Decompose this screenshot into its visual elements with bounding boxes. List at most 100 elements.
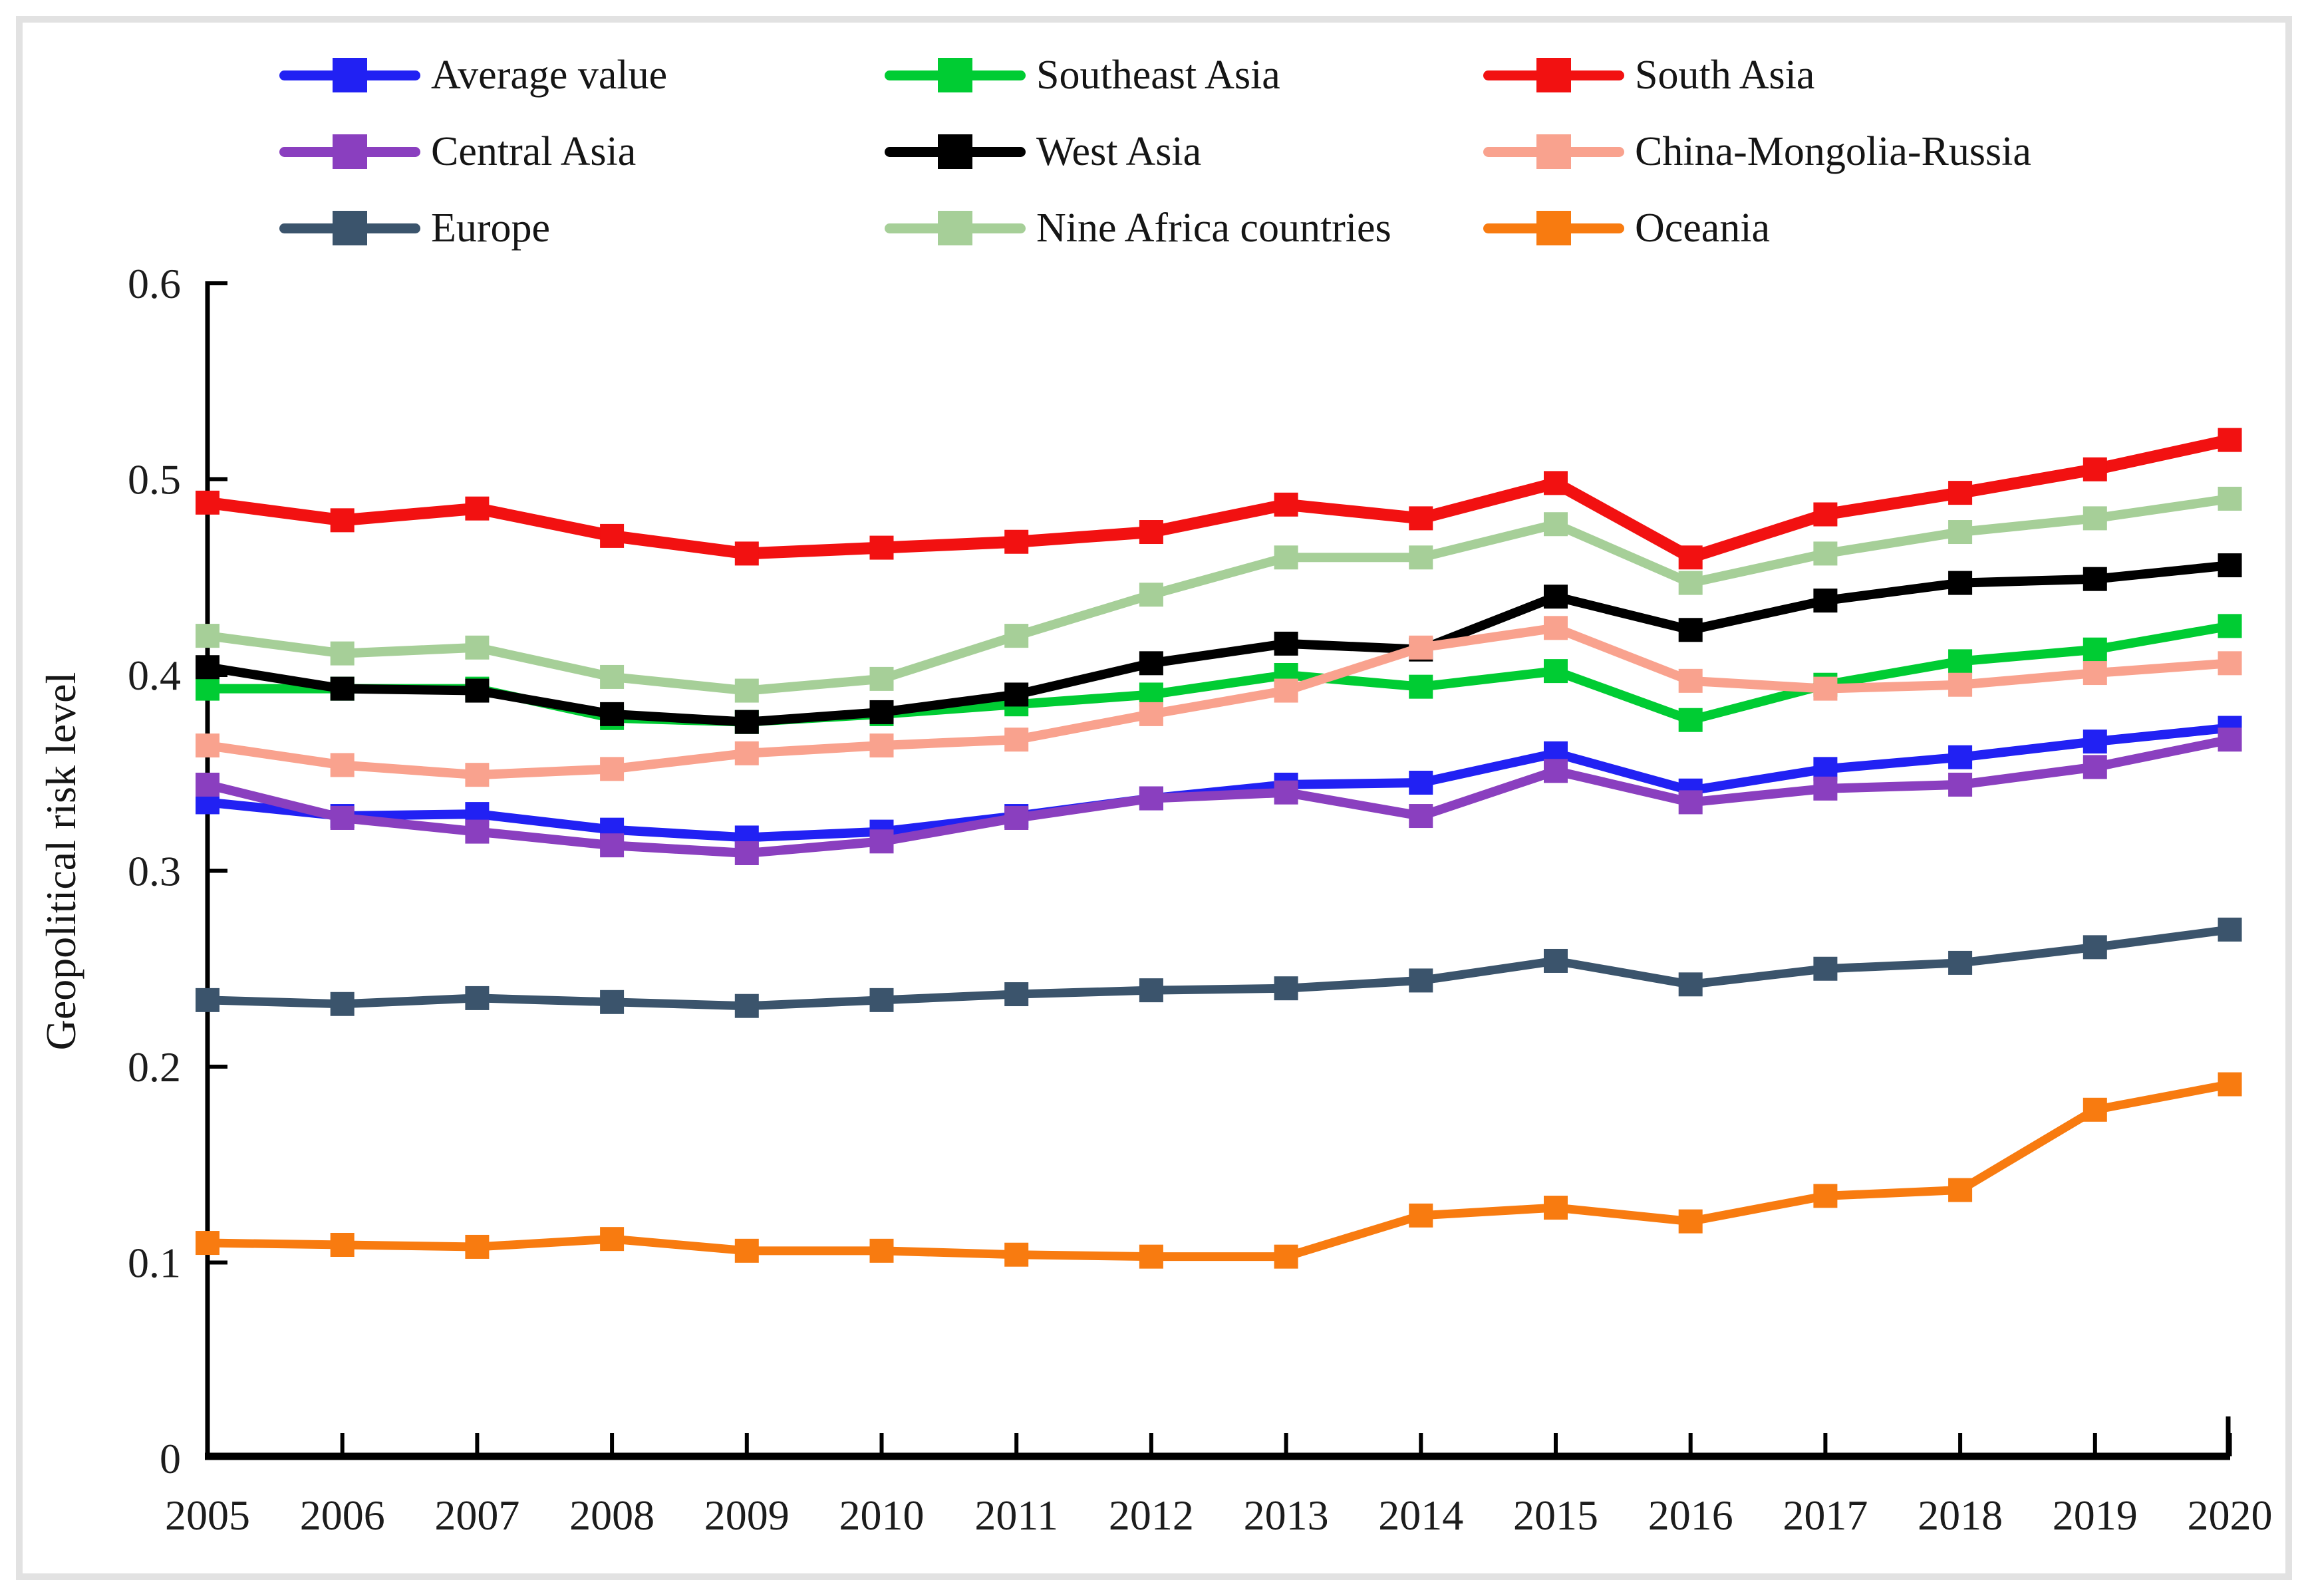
data-point-nine-africa-countries-2017 <box>1813 541 1838 566</box>
series-line-china-mongolia-russia <box>203 623 2235 780</box>
data-point-southeast-asia-2019 <box>2083 637 2107 662</box>
data-point-oceania-2012 <box>1139 1244 1163 1269</box>
legend-item-southeast-asia: Southeast Asia <box>885 49 1280 102</box>
data-point-europe-2010 <box>869 988 894 1012</box>
data-point-southeast-asia-2014 <box>1409 674 1433 699</box>
data-point-south-asia-2005 <box>196 490 219 515</box>
data-point-europe-2015 <box>1544 948 1568 973</box>
data-point-central-asia-2005 <box>196 772 219 797</box>
data-point-central-asia-2010 <box>869 829 894 854</box>
legend-marker-europe <box>279 201 420 255</box>
y-tick-label: 0.3 <box>128 848 181 895</box>
data-point-china-mongolia-russia-2014 <box>1409 635 1433 660</box>
legend-label: Central Asia <box>431 129 637 174</box>
data-point-south-asia-2007 <box>465 496 490 521</box>
legend-item-oceania: Oceania <box>1483 201 1770 255</box>
data-point-china-mongolia-russia-2011 <box>1004 728 1029 752</box>
data-point-central-asia-2020 <box>2218 728 2242 752</box>
x-tick-label: 2011 <box>974 1492 1058 1539</box>
data-point-central-asia-2013 <box>1274 780 1298 805</box>
data-point-oceania-2009 <box>734 1238 759 1263</box>
y-tick-label: 0.5 <box>128 456 181 503</box>
legend-item-average-value: Average value <box>279 49 667 102</box>
legend-label: Oceania <box>1635 205 1771 251</box>
data-point-oceania-2018 <box>1948 1178 1973 1202</box>
x-tick-label: 2015 <box>1513 1492 1598 1539</box>
legend-item-nine-africa-countries: Nine Africa countries <box>885 201 1391 255</box>
legend-label: China-Mongolia-Russia <box>1635 129 2031 174</box>
series-line-nine-africa-countries <box>203 493 2235 696</box>
data-point-south-asia-2014 <box>1409 506 1433 531</box>
data-point-west-asia-2010 <box>869 700 894 724</box>
data-point-china-mongolia-russia-2008 <box>600 757 625 781</box>
data-point-oceania-2010 <box>869 1238 894 1263</box>
data-point-southeast-asia-2015 <box>1544 659 1568 684</box>
data-point-oceania-2020 <box>2218 1072 2242 1097</box>
data-point-china-mongolia-russia-2016 <box>1678 668 1703 693</box>
data-point-europe-2011 <box>1004 982 1029 1007</box>
data-point-west-asia-2007 <box>465 678 490 703</box>
data-point-west-asia-2013 <box>1274 631 1298 656</box>
series-line-europe <box>203 925 2234 1011</box>
x-tick-label: 2007 <box>434 1492 519 1539</box>
data-point-europe-2014 <box>1409 968 1433 993</box>
data-point-oceania-2013 <box>1274 1244 1298 1269</box>
legend-item-europe: Europe <box>279 201 550 255</box>
legend-item-china-mongolia-russia: China-Mongolia-Russia <box>1483 125 2031 178</box>
data-point-china-mongolia-russia-2018 <box>1948 672 1973 697</box>
data-point-europe-2006 <box>330 992 355 1016</box>
x-tick-label: 2008 <box>569 1492 654 1539</box>
data-point-oceania-2008 <box>600 1227 625 1252</box>
data-point-southeast-asia-2005 <box>196 676 219 701</box>
data-point-south-asia-2018 <box>1948 481 1973 505</box>
data-point-south-asia-2013 <box>1274 492 1298 517</box>
data-point-oceania-2006 <box>330 1232 355 1257</box>
data-point-nine-africa-countries-2012 <box>1139 583 1163 607</box>
series-line-west-asia <box>203 561 2235 727</box>
data-point-central-asia-2017 <box>1813 776 1838 801</box>
data-point-west-asia-2012 <box>1139 651 1163 676</box>
data-point-china-mongolia-russia-2015 <box>1544 616 1568 640</box>
data-point-south-asia-2017 <box>1813 502 1838 527</box>
y-tick-label: 0.1 <box>128 1240 181 1287</box>
data-point-china-mongolia-russia-2007 <box>465 763 490 787</box>
data-point-china-mongolia-russia-2006 <box>330 753 355 777</box>
data-point-europe-2016 <box>1678 972 1703 997</box>
data-point-west-asia-2009 <box>734 710 759 734</box>
legend-marker-south-asia <box>1483 49 1624 102</box>
x-tick-label: 2019 <box>2053 1492 2138 1539</box>
data-point-china-mongolia-russia-2013 <box>1274 678 1298 703</box>
data-point-europe-2019 <box>2083 935 2107 960</box>
legend-item-south-asia: South Asia <box>1483 49 1814 102</box>
legend-item-west-asia: West Asia <box>885 125 1201 178</box>
data-point-oceania-2015 <box>1544 1196 1568 1220</box>
x-tick-label: 2006 <box>300 1492 385 1539</box>
data-point-nine-africa-countries-2009 <box>734 678 759 703</box>
data-point-central-asia-2008 <box>600 833 625 858</box>
legend-item-central-asia: Central Asia <box>279 125 636 178</box>
data-point-oceania-2005 <box>196 1231 219 1256</box>
data-point-oceania-2016 <box>1678 1209 1703 1234</box>
data-point-nine-africa-countries-2008 <box>600 664 625 689</box>
data-point-nine-africa-countries-2005 <box>196 624 219 648</box>
data-point-nine-africa-countries-2016 <box>1678 571 1703 595</box>
data-point-china-mongolia-russia-2020 <box>2218 651 2242 676</box>
data-point-central-asia-2019 <box>2083 755 2107 779</box>
data-point-nine-africa-countries-2010 <box>869 666 894 691</box>
x-tick-label: 2017 <box>1783 1492 1868 1539</box>
data-point-west-asia-2006 <box>330 676 355 701</box>
data-point-west-asia-2008 <box>600 702 625 726</box>
data-point-europe-2013 <box>1274 976 1298 1001</box>
legend-marker-oceania <box>1483 201 1624 255</box>
data-point-europe-2017 <box>1813 956 1838 981</box>
data-point-oceania-2019 <box>2083 1097 2107 1122</box>
x-tick-label: 2020 <box>2188 1492 2273 1539</box>
data-point-west-asia-2018 <box>1948 571 1973 595</box>
data-point-south-asia-2006 <box>330 508 355 533</box>
data-point-south-asia-2016 <box>1678 545 1703 570</box>
data-point-south-asia-2020 <box>2218 428 2242 452</box>
x-tick-label: 2009 <box>704 1492 790 1539</box>
data-point-west-asia-2005 <box>196 655 219 680</box>
legend-label: Southeast Asia <box>1036 53 1280 98</box>
data-point-central-asia-2012 <box>1139 786 1163 811</box>
